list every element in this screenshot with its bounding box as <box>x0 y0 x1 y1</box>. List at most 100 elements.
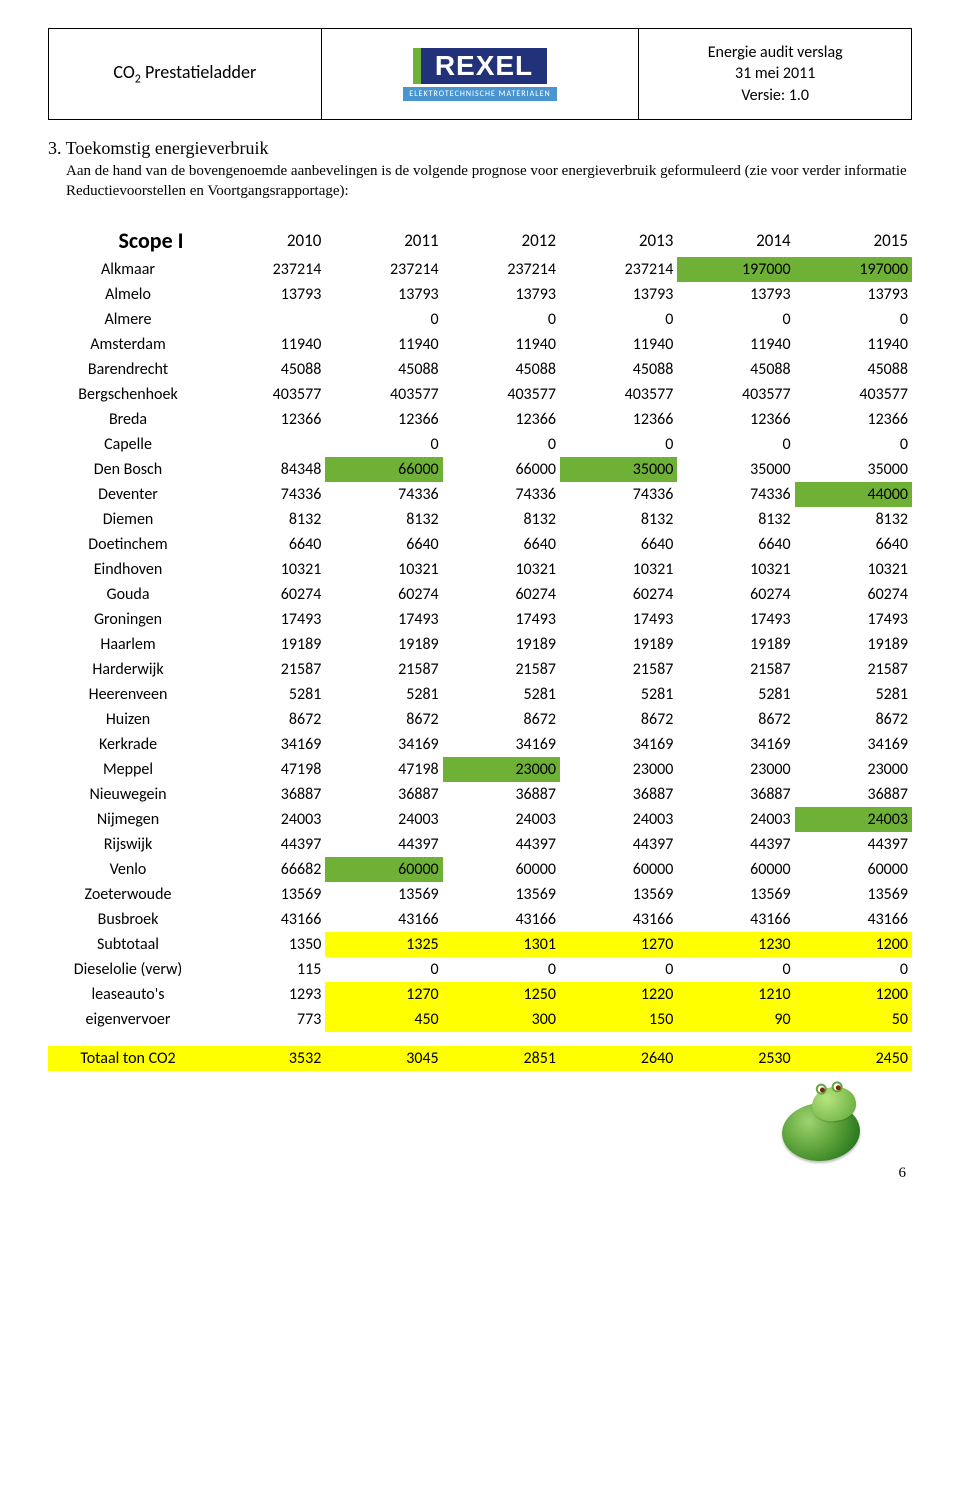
cell-value: 34169 <box>443 732 560 757</box>
logo: REXEL ELEKTROTECHNISCHE MATERIALEN <box>403 48 556 101</box>
year-header: 2015 <box>795 224 912 257</box>
row-label: Eindhoven <box>48 557 208 582</box>
total-label: Totaal ton CO2 <box>48 1046 208 1071</box>
row-label: Barendrecht <box>48 357 208 382</box>
header-right-line3: Versie: 1.0 <box>741 85 809 107</box>
cell-value: 11940 <box>560 332 677 357</box>
table-row: Doetinchem664066406640664066406640 <box>48 532 912 557</box>
scope-table: Scope I201020112012201320142015Alkmaar23… <box>48 224 912 1071</box>
cell-value: 403577 <box>677 382 794 407</box>
cell-value: 403577 <box>443 382 560 407</box>
cell-value: 45088 <box>208 357 325 382</box>
table-row: Haarlem191891918919189191891918919189 <box>48 632 912 657</box>
cell-value: 24003 <box>208 807 325 832</box>
cell-value: 1200 <box>795 982 912 1007</box>
cell-value: 0 <box>325 957 442 982</box>
row-label: Kerkrade <box>48 732 208 757</box>
total-value: 3045 <box>325 1046 442 1071</box>
row-label: Heerenveen <box>48 682 208 707</box>
cell-value: 13569 <box>443 882 560 907</box>
table-row: Alkmaar237214237214237214237214197000197… <box>48 257 912 282</box>
cell-value: 17493 <box>677 607 794 632</box>
cell-value: 21587 <box>677 657 794 682</box>
row-label: Venlo <box>48 857 208 882</box>
cell-value: 8672 <box>325 707 442 732</box>
cell-value: 13569 <box>795 882 912 907</box>
cell-value: 23000 <box>795 757 912 782</box>
cell-value: 6640 <box>560 532 677 557</box>
cell-value: 74336 <box>325 482 442 507</box>
cell-value: 84348 <box>208 457 325 482</box>
cell-value: 19189 <box>677 632 794 657</box>
cell-value: 0 <box>677 307 794 332</box>
cell-value: 43166 <box>325 907 442 932</box>
cell-value: 13569 <box>560 882 677 907</box>
cell-value: 12366 <box>677 407 794 432</box>
table-row: Heerenveen528152815281528152815281 <box>48 682 912 707</box>
table-row: Busbroek431664316643166431664316643166 <box>48 907 912 932</box>
spacer-row <box>48 1032 912 1046</box>
cell-value: 450 <box>325 1007 442 1032</box>
cell-value: 44397 <box>677 832 794 857</box>
cell-value: 44397 <box>560 832 677 857</box>
cell-value: 403577 <box>795 382 912 407</box>
cell-value: 403577 <box>325 382 442 407</box>
cell-value: 60000 <box>443 857 560 882</box>
cell-value: 19189 <box>795 632 912 657</box>
header-right-line1: Energie audit verslag <box>708 42 843 64</box>
cell-value: 12366 <box>325 407 442 432</box>
cell-value: 0 <box>443 432 560 457</box>
cell-value: 44397 <box>208 832 325 857</box>
cell-value: 44000 <box>795 482 912 507</box>
cell-value: 237214 <box>208 257 325 282</box>
year-header: 2014 <box>677 224 794 257</box>
footer-image <box>48 1081 912 1161</box>
cell-value: 8672 <box>208 707 325 732</box>
header-right: Energie audit verslag 31 mei 2011 Versie… <box>639 29 911 119</box>
cell-value: 237214 <box>325 257 442 282</box>
cell-value: 1250 <box>443 982 560 1007</box>
cell-value: 17493 <box>443 607 560 632</box>
cell-value: 50 <box>795 1007 912 1032</box>
cell-value: 66682 <box>208 857 325 882</box>
cell-value: 45088 <box>677 357 794 382</box>
year-header: 2013 <box>560 224 677 257</box>
cell-value: 5281 <box>443 682 560 707</box>
row-label: Alkmaar <box>48 257 208 282</box>
cell-value: 13569 <box>325 882 442 907</box>
row-label: eigenvervoer <box>48 1007 208 1032</box>
frog-globe-icon <box>762 1081 882 1161</box>
table-row: Zoeterwoude13569135691356913569135691356… <box>48 882 912 907</box>
cell-value: 60274 <box>795 582 912 607</box>
cell-value: 43166 <box>208 907 325 932</box>
cell-value: 24003 <box>443 807 560 832</box>
cell-value: 74336 <box>677 482 794 507</box>
table-row: Breda123661236612366123661236612366 <box>48 407 912 432</box>
cell-value: 8672 <box>677 707 794 732</box>
cell-value: 10321 <box>795 557 912 582</box>
cell-value: 13793 <box>443 282 560 307</box>
table-row: Nieuwegein368873688736887368873688736887 <box>48 782 912 807</box>
cell-value: 36887 <box>443 782 560 807</box>
cell-value: 0 <box>443 957 560 982</box>
cell-value: 47198 <box>208 757 325 782</box>
cell-value: 1350 <box>208 932 325 957</box>
table-row: Amsterdam119401194011940119401194011940 <box>48 332 912 357</box>
cell-value: 11940 <box>208 332 325 357</box>
cell-value: 1220 <box>560 982 677 1007</box>
cell-value: 13793 <box>795 282 912 307</box>
cell-value: 23000 <box>677 757 794 782</box>
total-value: 2450 <box>795 1046 912 1071</box>
cell-value: 1230 <box>677 932 794 957</box>
cell-value: 34169 <box>325 732 442 757</box>
cell-value: 17493 <box>795 607 912 632</box>
cell-value: 60274 <box>325 582 442 607</box>
cell-value: 21587 <box>443 657 560 682</box>
cell-value: 23000 <box>560 757 677 782</box>
cell-value: 44397 <box>325 832 442 857</box>
cell-value: 60000 <box>795 857 912 882</box>
row-label: Dieselolie (verw) <box>48 957 208 982</box>
cell-value: 60274 <box>560 582 677 607</box>
cell-value: 13569 <box>677 882 794 907</box>
cell-value: 43166 <box>443 907 560 932</box>
